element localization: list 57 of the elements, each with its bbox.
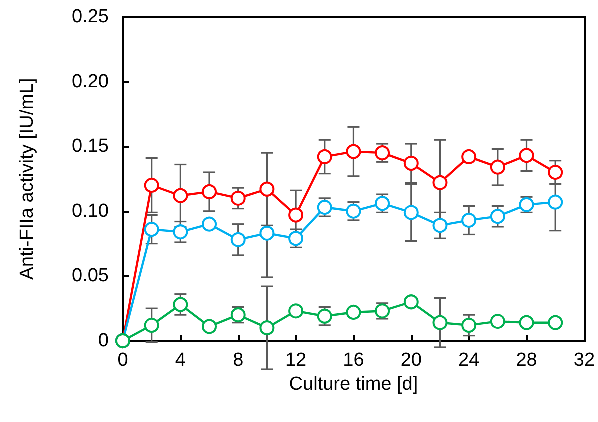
point: [144, 318, 160, 333]
point: [230, 190, 246, 206]
y-tick-label: 0.05: [72, 266, 109, 287]
point: [260, 320, 275, 336]
point: [432, 315, 448, 330]
point: [202, 184, 218, 200]
point: [346, 204, 362, 219]
point: [548, 194, 564, 210]
y-tick-label: 0: [98, 330, 109, 352]
y-tick-label: 0.25: [72, 6, 109, 28]
point: [462, 149, 477, 164]
point: [173, 188, 188, 204]
point: [144, 222, 160, 238]
x-tick-label: 32: [574, 350, 596, 371]
x-tick-label: 8: [233, 350, 244, 371]
x-tick-label: 16: [343, 350, 364, 371]
point: [173, 297, 188, 312]
point: [288, 304, 304, 319]
point: [490, 209, 506, 224]
point: [144, 178, 160, 193]
point: [260, 226, 275, 241]
point: [288, 231, 304, 246]
point: [260, 182, 275, 197]
point: [375, 196, 390, 212]
x-tick-label: 28: [516, 350, 538, 371]
point: [432, 175, 448, 190]
x-axis-title: Culture time [d]: [289, 374, 418, 395]
point: [490, 160, 506, 175]
point: [548, 165, 564, 180]
x-tick-label: 4: [175, 350, 186, 371]
point: [548, 315, 564, 330]
x-tick-label: 20: [400, 350, 422, 371]
point: [346, 144, 362, 160]
point: [404, 205, 419, 220]
point: [202, 319, 218, 334]
y-tick-label: 0.15: [72, 136, 109, 158]
point: [490, 314, 506, 330]
y-tick-label: 0.10: [72, 200, 109, 222]
point: [288, 208, 304, 223]
point: [173, 224, 188, 240]
point: [462, 212, 477, 228]
x-tick-label: 0: [118, 350, 128, 371]
point: [346, 304, 362, 320]
point: [519, 148, 534, 164]
x-tick-label: 24: [458, 350, 480, 371]
x-tick-label: 12: [285, 350, 307, 371]
point: [519, 315, 534, 330]
point: [462, 318, 477, 333]
point: [317, 149, 332, 164]
point: [202, 216, 218, 232]
point: [404, 156, 419, 171]
point: [317, 200, 332, 216]
point: [432, 218, 448, 234]
y-axis-title: Anti-FIIa activity [IU/mL]: [17, 78, 38, 280]
y-tick-label: 0.20: [72, 71, 109, 92]
point: [404, 294, 419, 310]
point: [230, 232, 246, 248]
